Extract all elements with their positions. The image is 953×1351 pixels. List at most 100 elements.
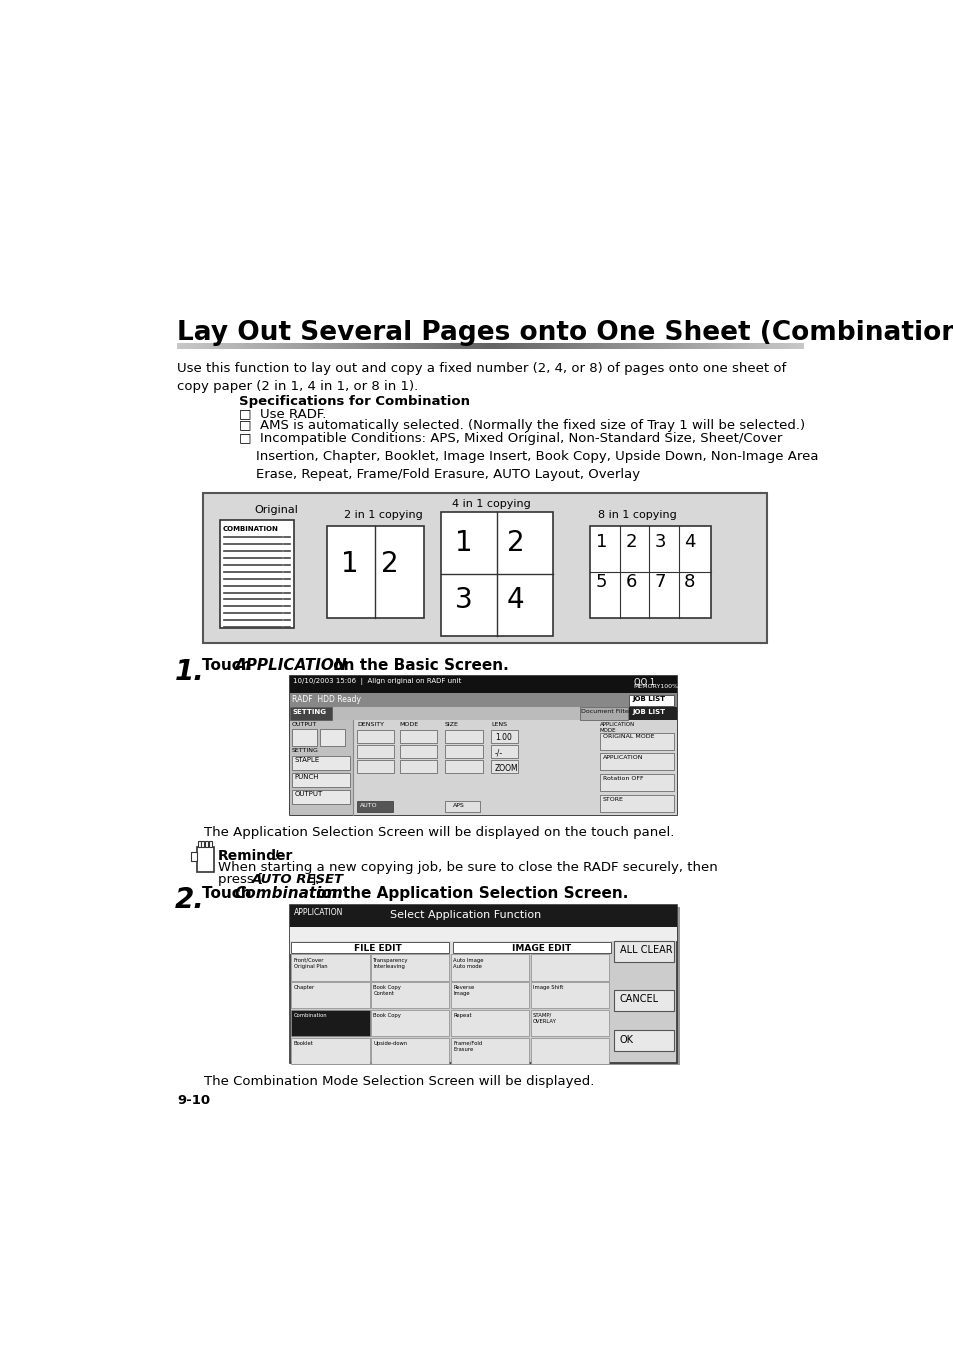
Text: ORIGINAL MODE: ORIGINAL MODE: [602, 734, 654, 739]
Text: 1.00: 1.00: [495, 734, 512, 743]
Text: □  Incompatible Conditions: APS, Mixed Original, Non-Standard Size, Sheet/Cover
: □ Incompatible Conditions: APS, Mixed Or…: [239, 431, 818, 481]
Text: Combination: Combination: [294, 1013, 327, 1017]
Text: Touch: Touch: [202, 886, 256, 901]
Bar: [491, 730, 517, 743]
Text: When starting a new copying job, be sure to close the RADF securely, then: When starting a new copying job, be sure…: [217, 862, 717, 874]
Bar: [613, 940, 674, 962]
Text: !: !: [274, 848, 279, 863]
Text: SIZE: SIZE: [444, 721, 458, 727]
Text: COMBINATION: COMBINATION: [223, 527, 278, 532]
Text: IMAGE EDIT: IMAGE EDIT: [512, 943, 571, 952]
Text: The Combination Mode Selection Screen will be displayed.: The Combination Mode Selection Screen wi…: [204, 1074, 595, 1088]
Bar: [290, 693, 677, 708]
Bar: [291, 982, 369, 1008]
Text: 2.: 2.: [174, 886, 205, 913]
Bar: [444, 761, 483, 774]
Text: 9-10: 9-10: [177, 1094, 211, 1106]
Text: APPLICATION
MODE: APPLICATION MODE: [599, 721, 635, 734]
Bar: [451, 954, 529, 981]
Bar: [371, 954, 449, 981]
Bar: [613, 1029, 674, 1051]
Text: 1: 1: [455, 530, 472, 558]
Bar: [290, 940, 611, 954]
Text: 8: 8: [683, 573, 695, 592]
Text: AUTO: AUTO: [359, 802, 376, 808]
Text: OO 1: OO 1: [633, 678, 655, 688]
Bar: [290, 720, 353, 815]
Text: SETTING: SETTING: [292, 709, 326, 715]
Text: 7: 7: [654, 573, 665, 592]
Text: 4 in 1 copying: 4 in 1 copying: [452, 500, 531, 509]
Text: 3: 3: [654, 534, 665, 551]
Bar: [290, 677, 677, 815]
Bar: [579, 708, 627, 720]
Bar: [290, 905, 677, 1063]
Bar: [399, 730, 436, 743]
Bar: [203, 493, 766, 643]
Text: APPLICATION: APPLICATION: [294, 908, 343, 917]
Bar: [444, 801, 480, 812]
Text: STORE: STORE: [602, 797, 623, 801]
Bar: [444, 744, 483, 758]
Bar: [399, 744, 436, 758]
Text: LENS: LENS: [491, 721, 507, 727]
Text: ZOOM: ZOOM: [495, 765, 518, 773]
Text: DENSITY: DENSITY: [356, 721, 384, 727]
Text: press [: press [: [217, 873, 263, 886]
Text: Specifications for Combination: Specifications for Combination: [239, 394, 470, 408]
Text: STAMP/
OVERLAY: STAMP/ OVERLAY: [533, 1013, 557, 1024]
Text: Upside-down: Upside-down: [373, 1040, 407, 1046]
Text: Original: Original: [254, 505, 298, 515]
Bar: [196, 847, 213, 871]
Text: Chapter: Chapter: [294, 985, 314, 990]
Bar: [356, 744, 394, 758]
Text: Select Application Function: Select Application Function: [390, 909, 541, 920]
Text: 1.: 1.: [174, 658, 205, 686]
Text: FILE EDIT: FILE EDIT: [354, 943, 401, 952]
Bar: [399, 761, 436, 774]
Bar: [290, 708, 332, 720]
Bar: [292, 908, 679, 1066]
Text: 8 in 1 copying: 8 in 1 copying: [598, 511, 677, 520]
Text: Booklet: Booklet: [294, 1040, 314, 1046]
Text: 10/10/2003 15:06  |  Align original on RADF unit: 10/10/2003 15:06 | Align original on RAD…: [293, 678, 460, 685]
Bar: [491, 761, 517, 774]
Bar: [290, 720, 677, 815]
Bar: [356, 761, 394, 774]
Text: Auto Image
Auto mode: Auto Image Auto mode: [453, 958, 483, 969]
Bar: [292, 773, 350, 786]
Text: Touch: Touch: [202, 658, 256, 673]
Text: ALL CLEAR: ALL CLEAR: [619, 946, 672, 955]
Bar: [629, 708, 677, 720]
Bar: [530, 1038, 608, 1063]
Bar: [319, 728, 344, 746]
Text: Repeat: Repeat: [453, 1013, 472, 1017]
Text: ].: ].: [311, 873, 319, 886]
Bar: [290, 927, 677, 940]
Text: APPLICATION: APPLICATION: [234, 658, 347, 673]
Bar: [629, 694, 674, 705]
Text: Book Copy
Content: Book Copy Content: [373, 985, 401, 997]
Text: MEMORY100%: MEMORY100%: [633, 684, 679, 689]
Bar: [291, 1038, 369, 1063]
Text: OK: OK: [619, 1035, 633, 1044]
Bar: [530, 1011, 608, 1036]
Bar: [290, 677, 677, 693]
Bar: [613, 990, 674, 1012]
Bar: [440, 512, 553, 636]
Text: on the Basic Screen.: on the Basic Screen.: [328, 658, 509, 673]
Text: Front/Cover
Original Plan: Front/Cover Original Plan: [294, 958, 327, 969]
Text: Lay Out Several Pages onto One Sheet (Combination): Lay Out Several Pages onto One Sheet (Co…: [177, 320, 953, 346]
Bar: [209, 842, 212, 847]
Text: Combination: Combination: [234, 886, 343, 901]
Text: Transparency
Interleaving: Transparency Interleaving: [373, 958, 409, 969]
Text: 2 in 1 copying: 2 in 1 copying: [344, 511, 422, 520]
Bar: [632, 677, 677, 693]
Text: 4: 4: [506, 585, 524, 613]
Text: MODE: MODE: [399, 721, 418, 727]
Bar: [327, 526, 423, 617]
Text: 5: 5: [596, 573, 607, 592]
Bar: [491, 744, 517, 758]
Bar: [371, 1038, 449, 1063]
Text: 2: 2: [381, 550, 398, 578]
